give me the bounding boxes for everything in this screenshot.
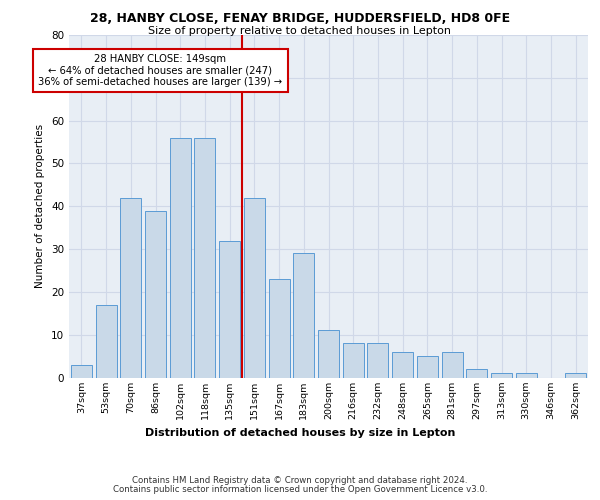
Bar [120,198,141,378]
Bar [442,352,463,378]
Text: Contains HM Land Registry data © Crown copyright and database right 2024.: Contains HM Land Registry data © Crown c… [132,476,468,485]
Bar [392,352,413,378]
Bar [95,304,116,378]
Bar [293,254,314,378]
Text: 28 HANBY CLOSE: 149sqm
← 64% of detached houses are smaller (247)
36% of semi-de: 28 HANBY CLOSE: 149sqm ← 64% of detached… [38,54,283,88]
Bar [367,343,388,378]
Bar [194,138,215,378]
Bar [170,138,191,378]
Bar [466,369,487,378]
Bar [516,373,537,378]
Text: Size of property relative to detached houses in Lepton: Size of property relative to detached ho… [149,26,452,36]
Text: Distribution of detached houses by size in Lepton: Distribution of detached houses by size … [145,428,455,438]
Bar [417,356,438,378]
Bar [343,343,364,378]
Bar [318,330,339,378]
Bar [219,240,240,378]
Text: 28, HANBY CLOSE, FENAY BRIDGE, HUDDERSFIELD, HD8 0FE: 28, HANBY CLOSE, FENAY BRIDGE, HUDDERSFI… [90,12,510,26]
Bar [244,198,265,378]
Bar [269,279,290,378]
Bar [71,364,92,378]
Bar [145,210,166,378]
Bar [565,373,586,378]
Y-axis label: Number of detached properties: Number of detached properties [35,124,46,288]
Text: Contains public sector information licensed under the Open Government Licence v3: Contains public sector information licen… [113,485,487,494]
Bar [491,373,512,378]
